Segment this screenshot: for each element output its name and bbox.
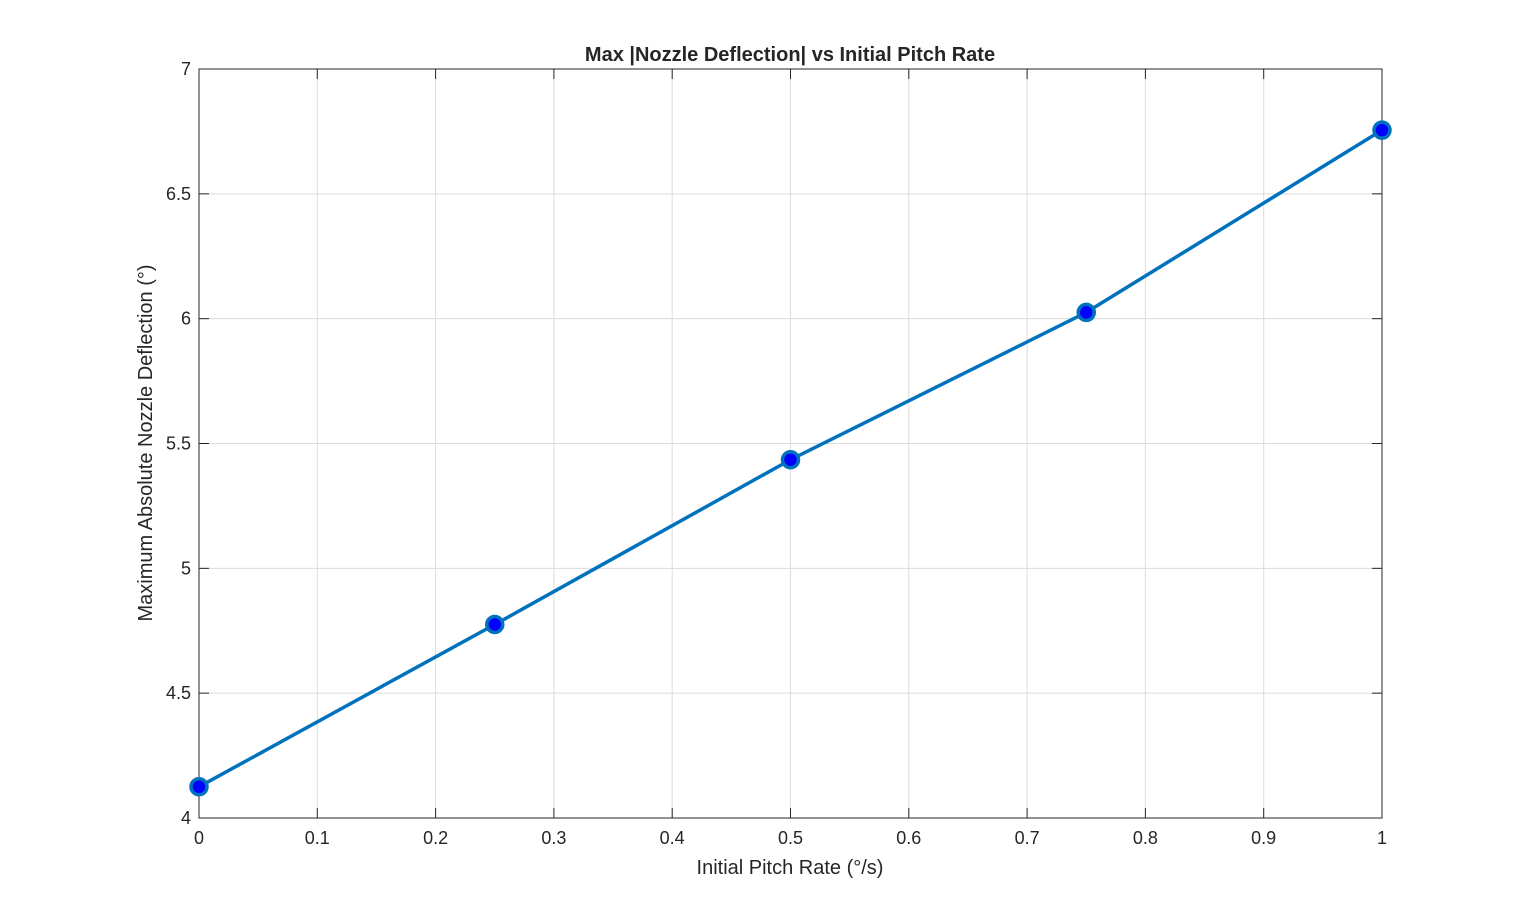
x-tick-label: 0.5 bbox=[778, 828, 803, 848]
data-series bbox=[189, 120, 1392, 797]
x-axis-label: Initial Pitch Rate (°/s) bbox=[697, 857, 884, 879]
data-point-marker bbox=[780, 449, 801, 470]
x-tick-label: 0.6 bbox=[896, 828, 921, 848]
y-tick-label: 6.5 bbox=[166, 184, 191, 204]
x-tick-label: 0.8 bbox=[1133, 828, 1158, 848]
ticks: 0 0.1 0.2 0.3 0.4 0.5 0.6 0.7 0.8 0.9 1 4 4.5 5 5.5 6 6.… bbox=[166, 59, 1387, 848]
y-axis-label: Maximum Absolute Nozzle Deflection (°) bbox=[135, 264, 157, 621]
x-tick-label: 0 bbox=[194, 828, 204, 848]
data-point-marker bbox=[485, 614, 505, 635]
x-tick-label: 0.1 bbox=[305, 828, 330, 848]
chart-title: Max |Nozzle Deflection| vs Initial Pitch… bbox=[585, 44, 995, 66]
x-tick-label: 1 bbox=[1377, 828, 1387, 848]
y-tick-label: 6 bbox=[181, 309, 191, 329]
x-tick-label: 0.4 bbox=[660, 828, 685, 848]
y-tick-label: 4 bbox=[181, 808, 191, 828]
data-point-marker bbox=[1076, 302, 1096, 323]
y-tick-label: 4.5 bbox=[166, 683, 191, 703]
x-tick-label: 0.7 bbox=[1015, 828, 1040, 848]
data-point-marker bbox=[189, 777, 209, 797]
y-tick-label: 5.5 bbox=[166, 434, 191, 454]
data-point-marker bbox=[1372, 120, 1392, 140]
y-tick-label: 5 bbox=[181, 558, 191, 578]
x-tick-label: 0.2 bbox=[423, 828, 448, 848]
y-tick-label: 7 bbox=[181, 59, 191, 79]
x-tick-label: 0.3 bbox=[541, 828, 566, 848]
x-tick-label: 0.9 bbox=[1251, 828, 1276, 848]
